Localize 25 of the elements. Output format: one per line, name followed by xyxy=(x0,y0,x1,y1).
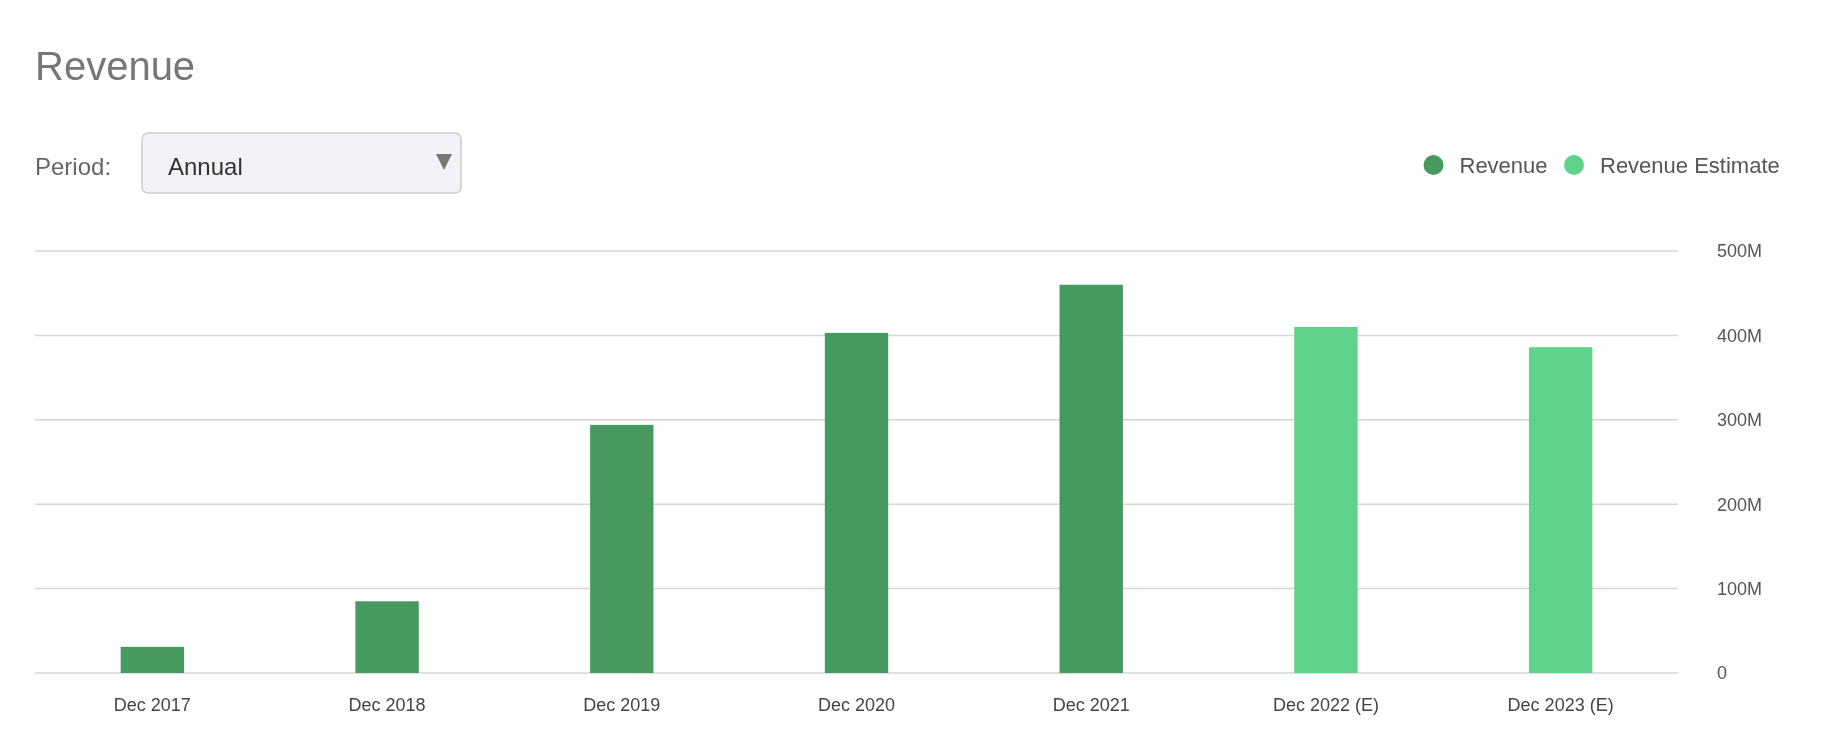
y-tick-label: 300M xyxy=(1717,410,1763,431)
bar xyxy=(1059,284,1123,673)
y-tick-label: 400M xyxy=(1717,325,1763,346)
bar xyxy=(824,332,889,673)
x-tick-label: Dec 2023 (E) xyxy=(1507,695,1614,715)
bar xyxy=(120,646,185,673)
x-tick-label: Dec 2020 xyxy=(817,695,896,715)
bar xyxy=(1294,326,1358,673)
legend-label: Revenue xyxy=(1459,152,1548,178)
y-tick-label: 100M xyxy=(1717,578,1763,599)
text: Annual xyxy=(168,153,243,180)
x-tick-label: Dec 2018 xyxy=(348,695,426,715)
x-tick-label: Dec 2019 xyxy=(583,695,661,715)
x-tick-label: Dec 2017 xyxy=(113,695,191,715)
chart-title: Revenue xyxy=(35,44,196,88)
x-tick-label: Dec 2021 xyxy=(1052,695,1130,715)
text: Period: xyxy=(35,153,112,180)
y-tick-label: 500M xyxy=(1717,241,1763,262)
bar xyxy=(1528,347,1593,673)
y-tick-label: 0 xyxy=(1717,663,1728,684)
legend-label: Revenue Estimate xyxy=(1600,152,1780,178)
bar xyxy=(355,601,419,673)
bar xyxy=(590,424,654,673)
y-tick-label: 200M xyxy=(1717,494,1763,515)
x-tick-label: Dec 2022 (E) xyxy=(1272,695,1379,715)
